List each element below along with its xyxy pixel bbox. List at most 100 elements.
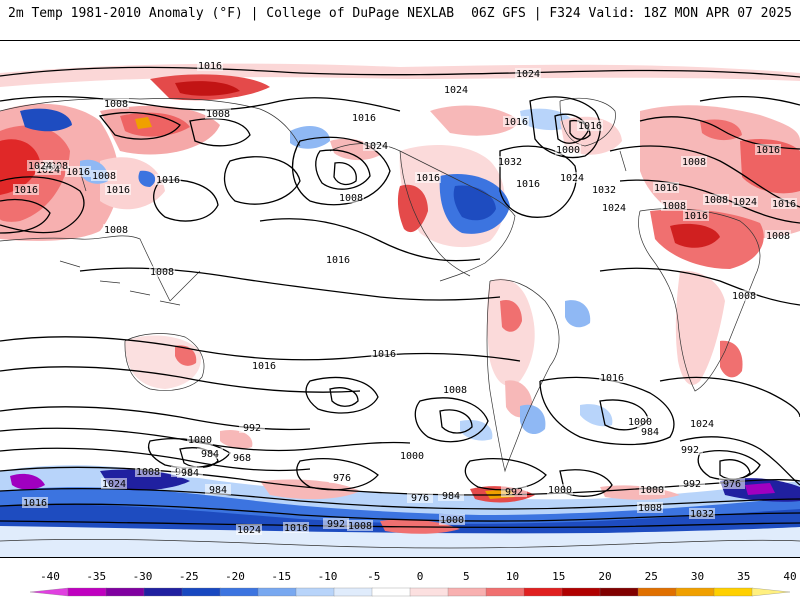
isobar-label-background bbox=[559, 172, 585, 183]
isobar-label-background bbox=[732, 196, 758, 207]
isobar-label: 1016 bbox=[252, 361, 276, 372]
isobar-label-background bbox=[731, 290, 757, 301]
isobar-label: 1016 bbox=[772, 199, 796, 210]
isobar-label-background bbox=[239, 422, 265, 433]
north-america-outline bbox=[329, 143, 516, 282]
isobar-label-background bbox=[371, 348, 397, 359]
isobar-label: 1008 bbox=[766, 231, 790, 242]
colorbar-tick-label: 20 bbox=[598, 570, 611, 583]
colorbar-swatch bbox=[485, 587, 525, 597]
isobar-label-background bbox=[442, 384, 468, 395]
colorbar-swatch bbox=[599, 587, 639, 597]
isobar-label-background bbox=[236, 524, 262, 535]
isobar-label: 1008 bbox=[206, 109, 230, 120]
isobar-label-background bbox=[329, 472, 355, 483]
isobar-label-background bbox=[415, 172, 441, 183]
isobar-label: 984 bbox=[641, 427, 659, 438]
colorbar-swatch bbox=[143, 587, 183, 597]
isobar-label-background bbox=[601, 202, 627, 213]
colorbar-swatch bbox=[751, 587, 791, 597]
isobar-label: 1016 bbox=[684, 211, 708, 222]
isobar-label: 984 bbox=[201, 449, 219, 460]
isobar-label: 1000 bbox=[628, 417, 652, 428]
isobar-label-background bbox=[155, 174, 181, 185]
colorbar-swatch bbox=[637, 587, 677, 597]
isobar-label-background bbox=[323, 518, 349, 529]
colorbar-swatch bbox=[713, 587, 753, 597]
isobar-label-background bbox=[771, 198, 797, 209]
colorbar-swatches bbox=[29, 587, 791, 597]
colorbar-tick-label: 35 bbox=[737, 570, 750, 583]
colorbar-tick-label: 30 bbox=[691, 570, 704, 583]
isobar-label-background bbox=[637, 502, 663, 513]
colorbar-tick-label: 10 bbox=[506, 570, 519, 583]
isobar-label: 1016 bbox=[416, 173, 440, 184]
isobar-label-background bbox=[627, 416, 653, 427]
isobar-label: 1016 bbox=[352, 113, 376, 124]
isobar-label-background bbox=[105, 184, 131, 195]
colorbar-swatch bbox=[257, 587, 297, 597]
colorbar-swatch bbox=[181, 587, 221, 597]
isobar-label: 1000 bbox=[640, 485, 664, 496]
colorbar-tick-label: 40 bbox=[783, 570, 796, 583]
isobar-label-background bbox=[503, 116, 529, 127]
isobar-label: 992 bbox=[683, 479, 701, 490]
model-run-info: 06Z GFS | F324 Valid: 18Z MON APR 07 202… bbox=[471, 6, 792, 21]
isobar-label: 1016 bbox=[66, 167, 90, 178]
isobar-label-background bbox=[251, 360, 277, 371]
africa-outline bbox=[638, 208, 761, 392]
colorbar-swatch bbox=[105, 587, 145, 597]
isobar-label-background bbox=[661, 200, 687, 211]
isobar-label: 1032 bbox=[690, 509, 714, 520]
isobar-label-background bbox=[399, 450, 425, 461]
colorbar-tick-label: -40 bbox=[40, 570, 60, 583]
isobar-label-background bbox=[149, 266, 175, 277]
isobar-label: 1016 bbox=[578, 121, 602, 132]
isobar-label: 1024 bbox=[733, 197, 757, 208]
greenland-outline bbox=[559, 97, 616, 147]
isobar-label-background bbox=[591, 184, 617, 195]
isobar-label: 1024 bbox=[690, 419, 714, 430]
isobar-label: 1024 bbox=[602, 203, 626, 214]
isobar-label-background bbox=[755, 144, 781, 155]
isobar-label-background bbox=[443, 84, 469, 95]
isobar-label-background bbox=[27, 160, 53, 171]
colorbar-swatch bbox=[561, 587, 601, 597]
isobar-label-background bbox=[689, 508, 715, 519]
isobar-label-background bbox=[103, 224, 129, 235]
continent-outlines bbox=[0, 97, 800, 549]
isobar-label: 1016 bbox=[14, 185, 38, 196]
isobar-label-background bbox=[22, 497, 48, 508]
colorbar-swatch bbox=[29, 587, 69, 597]
isobar-label-background bbox=[351, 112, 377, 123]
isobar-label: 1000 bbox=[440, 515, 464, 526]
isobar-label: 1016 bbox=[106, 185, 130, 196]
isobar-label-background bbox=[637, 426, 663, 437]
isobar-label-background bbox=[677, 444, 703, 455]
isobar-label-background bbox=[283, 522, 309, 533]
anomaly-map[interactable]: 1016 1024 1008 1008 1024 1016 1024 1016 1016 1000… bbox=[0, 40, 800, 558]
isobar-label-background bbox=[103, 98, 129, 109]
isobar-label: 1008 bbox=[662, 201, 686, 212]
isobar-label-background bbox=[347, 520, 373, 531]
antarctica-outline bbox=[0, 538, 800, 549]
colorbar-swatch bbox=[675, 587, 715, 597]
colorbar: -40 -35 -30 -25 -20 -15 -10 -5 0 5 10 15 20 25 30 35 40 bbox=[0, 566, 800, 600]
isobar-label-background bbox=[653, 182, 679, 193]
isobar-label-background bbox=[639, 484, 665, 495]
isobar-label-background bbox=[438, 490, 464, 501]
isobar-label-background bbox=[703, 194, 729, 205]
isobar-label: 1024 bbox=[102, 479, 126, 490]
isobar-label: 1000 bbox=[188, 435, 212, 446]
isobar-label: 1008 bbox=[638, 503, 662, 514]
isobar-label: 976 bbox=[333, 473, 351, 484]
isobar-label-background bbox=[101, 478, 127, 489]
isobar-label-background bbox=[177, 467, 203, 478]
south-america-outline bbox=[486, 279, 560, 473]
isobar-label: 1016 bbox=[156, 175, 180, 186]
isobar-label-background bbox=[65, 166, 91, 177]
isobar-label: 968 bbox=[233, 453, 251, 464]
colorbar-tick-label: -5 bbox=[367, 570, 380, 583]
isobar-label-background bbox=[229, 452, 255, 463]
isobar-label: 976 bbox=[723, 479, 741, 490]
